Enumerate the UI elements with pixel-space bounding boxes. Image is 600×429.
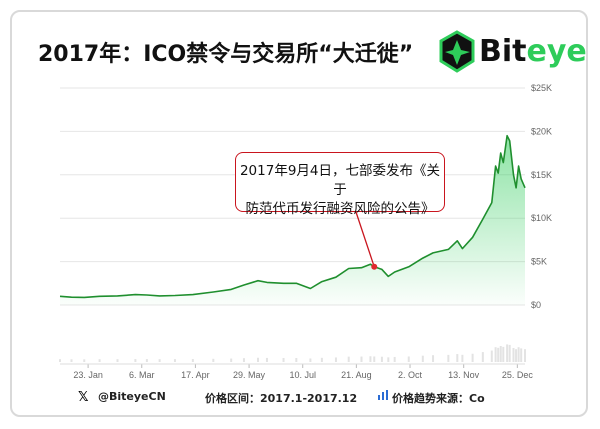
volume-bar [98, 359, 101, 362]
biteye-logo: Biteye [437, 30, 587, 74]
y-tick-label: $25K [531, 83, 552, 93]
x-tick-label: 25. Dec [502, 370, 534, 380]
chart-title: 2017年：ICO禁令与交易所“大迁徙” [38, 42, 414, 67]
x-tick-label: 2. Oct [398, 370, 423, 380]
x-tick-label: 6. Mar [129, 370, 155, 380]
biteye-logo-icon [439, 30, 475, 73]
price-area [60, 135, 525, 305]
volume-bar [347, 356, 350, 362]
y-tick-label: $10K [531, 213, 552, 223]
volume-bar [393, 356, 396, 362]
volume-bar [145, 359, 148, 362]
x-tick-label: 17. Apr [181, 370, 210, 380]
volume-bar [421, 355, 424, 362]
volume-bar [173, 359, 176, 362]
volume-bar [497, 347, 500, 362]
volume-bar [230, 358, 233, 362]
volume-bar [490, 350, 493, 362]
volume-bar [360, 356, 363, 362]
volume-bar [481, 352, 484, 362]
y-tick-label: $20K [531, 126, 552, 136]
volume-bar [212, 358, 215, 362]
y-tick-label: $0 [531, 300, 541, 310]
volume-bar [134, 359, 137, 362]
volume-bar [461, 354, 464, 362]
volume-bar [191, 359, 194, 362]
annotation-pointer [355, 211, 375, 268]
volume-bar [158, 359, 161, 362]
twitter-handle[interactable]: @BiteyeCN [98, 390, 166, 403]
volume-bar [515, 349, 518, 362]
bar-chart-icon [378, 390, 388, 400]
y-tick-label: $15K [531, 170, 552, 180]
volume-bar [334, 357, 337, 362]
volume-bar [309, 358, 312, 362]
volume-bar [520, 348, 523, 362]
x-tick-label: 13. Nov [448, 370, 480, 380]
x-tick-label: 23. Jan [73, 370, 103, 380]
x-tick-label: 29. May [233, 370, 266, 380]
x-tick-label: 21. Aug [341, 370, 372, 380]
volume-bar [380, 356, 383, 362]
volume-bar [257, 357, 260, 362]
volume-bar [517, 347, 520, 362]
price-range-label: 价格区间：2017.1-2017.12 [205, 392, 358, 405]
volume-bar [373, 356, 376, 362]
x-tick-label: 10. Jul [289, 370, 316, 380]
volume-bar [432, 355, 435, 362]
annotation-line-2: 防范代币发行融资风险的公告》 [245, 201, 435, 217]
volume-bar [265, 357, 268, 362]
volume-bar [524, 349, 526, 362]
volume-bar [447, 354, 450, 362]
volume-bar [70, 359, 73, 362]
volume-bar [471, 353, 474, 362]
volume-bar [456, 354, 459, 362]
volume-bar [320, 357, 323, 362]
volume-bar [502, 346, 505, 362]
biteye-logo-text: Biteye [479, 34, 587, 69]
volume-bar [369, 356, 372, 362]
volume-bar [282, 358, 285, 362]
volume-bar [506, 344, 509, 362]
volume-bar [499, 346, 502, 362]
volume-bar [59, 359, 61, 362]
volume-bar [407, 356, 410, 362]
x-twitter-icon: 𝕏 [78, 389, 89, 404]
volume-bar [295, 358, 298, 362]
volume-bar [512, 348, 515, 362]
y-tick-label: $5K [531, 257, 547, 267]
volume-bar [508, 344, 511, 362]
volume-bar [242, 358, 245, 362]
annotation-line-1: 2017年9月4日，七部委发布《关于 [239, 163, 441, 198]
volume-bar [116, 359, 119, 362]
annotation-callout: 2017年9月4日，七部委发布《关于 防范代币发行融资风险的公告》 [235, 152, 445, 217]
volume-bar [494, 347, 497, 362]
volume-bar [387, 357, 390, 362]
annotation-marker [371, 263, 378, 270]
price-source-label: 价格趋势来源：Co [392, 392, 485, 405]
volume-bar [83, 359, 86, 362]
